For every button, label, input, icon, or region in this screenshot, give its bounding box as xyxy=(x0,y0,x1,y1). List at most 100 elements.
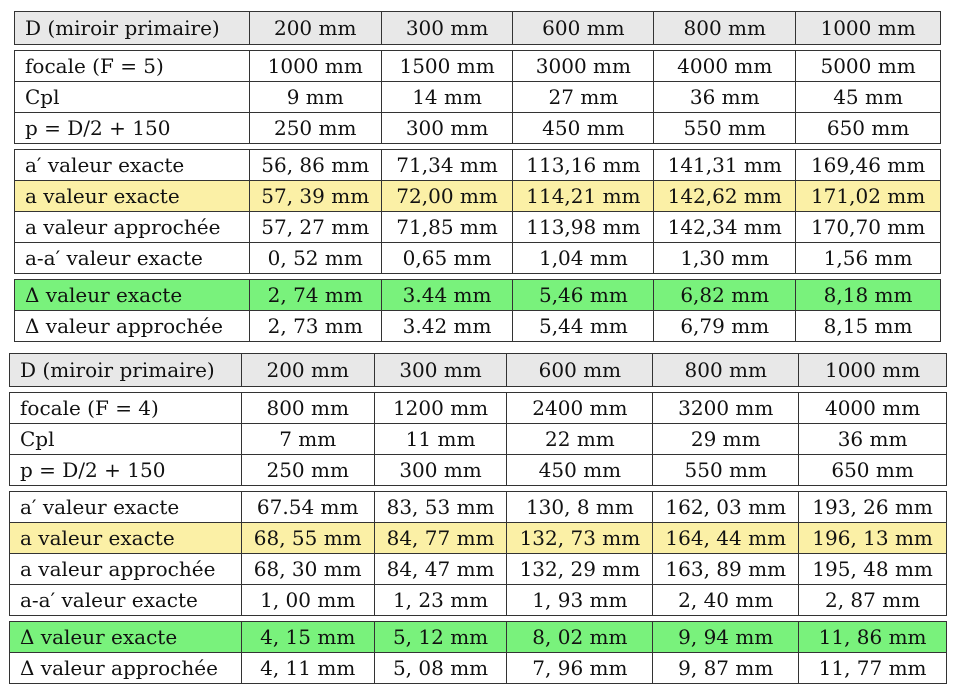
value-cell: 3.44 mm xyxy=(380,279,514,311)
row-label: Cpl xyxy=(9,423,242,455)
value-cell: 83, 53 mm xyxy=(373,491,508,523)
row-label: a′ valeur exacte xyxy=(9,491,242,523)
value-cell: 6,82 mm xyxy=(653,279,797,311)
value-cell: 8, 02 mm xyxy=(506,621,654,653)
table-row: Δ valeur approchée 2, 73 mm 3.42 mm 5,44 mm… xyxy=(14,310,941,342)
row-label: Δ valeur approchée xyxy=(14,310,250,342)
value-cell: 114,21 mm xyxy=(512,180,655,212)
value-cell: 250 mm xyxy=(248,112,382,144)
table-row: Δ valeur exacte 2, 74 mm 3.44 mm 5,46 mm 6,8… xyxy=(14,279,941,311)
row-label: a valeur approchée xyxy=(9,553,242,585)
value-cell: 56, 86 mm xyxy=(248,149,382,181)
header-row: D (miroir primaire) 200 mm 300 mm 600 mm 800… xyxy=(9,353,947,387)
value-cell: 650 mm xyxy=(795,112,941,144)
value-cell: 57, 27 mm xyxy=(248,211,382,243)
value-cell: 2, 40 mm xyxy=(652,584,800,616)
value-cell: 450 mm xyxy=(506,454,654,486)
value-cell: 1,04 mm xyxy=(512,242,655,274)
value-cell: 162, 03 mm xyxy=(652,491,800,523)
value-cell: 9 mm xyxy=(248,81,382,113)
row-label: a-a′ valeur exacte xyxy=(14,242,250,274)
value-cell: 0, 52 mm xyxy=(248,242,382,274)
table-f4: D (miroir primaire) 200 mm 300 mm 600 mm 800… xyxy=(9,353,947,684)
value-cell: 71,34 mm xyxy=(380,149,514,181)
value-cell: 4000 mm xyxy=(653,50,797,82)
value-cell: 3000 mm xyxy=(512,50,655,82)
table-row: a valeur approchée 68, 30 mm 84, 47 mm 132,… xyxy=(9,553,947,585)
value-cell: 9, 94 mm xyxy=(652,621,800,653)
value-cell: 3200 mm xyxy=(652,392,800,424)
value-cell: 1, 23 mm xyxy=(373,584,508,616)
value-cell: 1,56 mm xyxy=(795,242,941,274)
value-cell: 1, 93 mm xyxy=(506,584,654,616)
value-cell: 142,34 mm xyxy=(653,211,797,243)
value-cell: 169,46 mm xyxy=(795,149,941,181)
value-cell: 0,65 mm xyxy=(380,242,514,274)
header-label: D (miroir primaire) xyxy=(9,353,242,387)
value-cell: 141,31 mm xyxy=(653,149,797,181)
header-diameter: 800 mm xyxy=(652,353,800,387)
header-diameter: 200 mm xyxy=(240,353,375,387)
header-diameter: 300 mm xyxy=(380,11,514,45)
table-row: a-a′ valeur exacte 0, 52 mm 0,65 mm 1,04 mm… xyxy=(14,242,941,274)
value-cell: 8,15 mm xyxy=(795,310,941,342)
value-cell: 300 mm xyxy=(380,112,514,144)
header-diameter: 1000 mm xyxy=(795,11,941,45)
value-cell: 8,18 mm xyxy=(795,279,941,311)
value-cell: 1500 mm xyxy=(380,50,514,82)
value-cell: 5,46 mm xyxy=(512,279,655,311)
value-cell: 7 mm xyxy=(240,423,375,455)
value-cell: 650 mm xyxy=(798,454,947,486)
value-cell: 7, 96 mm xyxy=(506,652,654,684)
table-row: focale (F = 5) 1000 mm 1500 mm 3000 mm 4000 … xyxy=(14,50,941,82)
header-diameter: 600 mm xyxy=(512,11,655,45)
value-cell: 2400 mm xyxy=(506,392,654,424)
table-row: a-a′ valeur exacte 1, 00 mm 1, 23 mm 1, 93 … xyxy=(9,584,947,616)
value-cell: 11 mm xyxy=(373,423,508,455)
value-cell: 27 mm xyxy=(512,81,655,113)
value-cell: 142,62 mm xyxy=(653,180,797,212)
value-cell: 250 mm xyxy=(240,454,375,486)
value-cell: 3.42 mm xyxy=(380,310,514,342)
table-row: a′ valeur exacte 67.54 mm 83, 53 mm 130, 8 … xyxy=(9,491,947,523)
value-cell: 800 mm xyxy=(240,392,375,424)
value-cell: 1, 00 mm xyxy=(240,584,375,616)
row-label: a′ valeur exacte xyxy=(14,149,250,181)
value-cell: 1200 mm xyxy=(373,392,508,424)
value-cell: 72,00 mm xyxy=(380,180,514,212)
value-cell: 132, 73 mm xyxy=(506,522,654,554)
row-label: a-a′ valeur exacte xyxy=(9,584,242,616)
value-cell: 71,85 mm xyxy=(380,211,514,243)
row-label: Cpl xyxy=(14,81,250,113)
value-cell: 29 mm xyxy=(652,423,800,455)
row-label: p = D/2 + 150 xyxy=(14,112,250,144)
header-diameter: 600 mm xyxy=(506,353,654,387)
value-cell: 130, 8 mm xyxy=(506,491,654,523)
table-f5: D (miroir primaire) 200 mm 300 mm 600 mm 800… xyxy=(14,11,941,342)
row-label: Δ valeur approchée xyxy=(9,652,242,684)
value-cell: 4, 15 mm xyxy=(240,621,375,653)
value-cell: 193, 26 mm xyxy=(798,491,947,523)
table-row: focale (F = 4) 800 mm 1200 mm 2400 mm 3200 m… xyxy=(9,392,947,424)
table-row: Δ valeur approchée 4, 11 mm 5, 08 mm 7, 96 … xyxy=(9,652,947,684)
table-row: Δ valeur exacte 4, 15 mm 5, 12 mm 8, 02 mm 9… xyxy=(9,621,947,653)
value-cell: 195, 48 mm xyxy=(798,553,947,585)
row-label: focale (F = 5) xyxy=(14,50,250,82)
value-cell: 84, 77 mm xyxy=(373,522,508,554)
header-diameter: 300 mm xyxy=(373,353,508,387)
header-row: D (miroir primaire) 200 mm 300 mm 600 mm 800… xyxy=(14,11,941,45)
table-row: Cpl 9 mm 14 mm 27 mm 36 mm 45 mm xyxy=(14,81,941,113)
table-row: Cpl 7 mm 11 mm 22 mm 29 mm 36 mm xyxy=(9,423,947,455)
value-cell: 1,30 mm xyxy=(653,242,797,274)
header-diameter: 800 mm xyxy=(653,11,797,45)
header-label: D (miroir primaire) xyxy=(14,11,250,45)
table-row: p = D/2 + 150 250 mm 300 mm 450 mm 550 mm 650… xyxy=(14,112,941,144)
value-cell: 5, 08 mm xyxy=(373,652,508,684)
value-cell: 550 mm xyxy=(653,112,797,144)
row-label: Δ valeur exacte xyxy=(9,621,242,653)
value-cell: 45 mm xyxy=(795,81,941,113)
header-diameter: 1000 mm xyxy=(798,353,947,387)
value-cell: 2, 73 mm xyxy=(248,310,382,342)
value-cell: 67.54 mm xyxy=(240,491,375,523)
value-cell: 9, 87 mm xyxy=(652,652,800,684)
